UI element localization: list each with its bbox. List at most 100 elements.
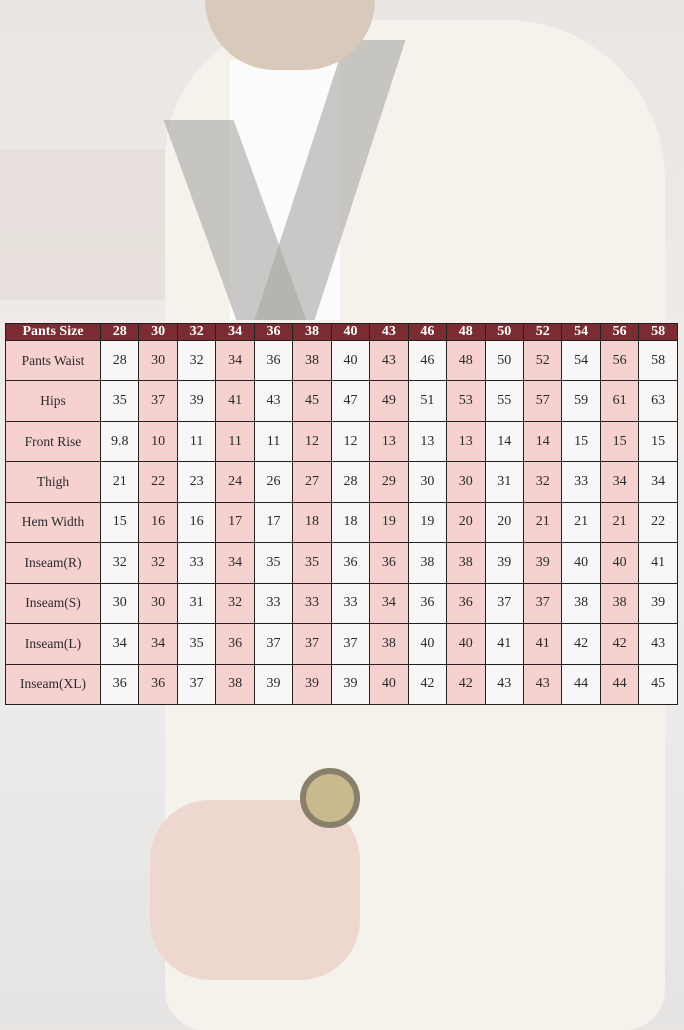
table-cell: 30 xyxy=(407,461,448,503)
table-cell: 18 xyxy=(292,501,332,544)
table-cell: 38 xyxy=(215,663,255,705)
size-header: 48 xyxy=(446,323,486,341)
table-cell: 33 xyxy=(561,461,601,503)
row-label: Hem Width xyxy=(5,501,101,544)
table-cell: 40 xyxy=(561,542,601,584)
table-cell: 34 xyxy=(369,582,409,625)
table-cell: 37 xyxy=(176,663,217,705)
table-cell: 18 xyxy=(330,501,371,544)
table-cell: 17 xyxy=(215,501,255,544)
table-cell: 32 xyxy=(522,461,563,503)
row-label: Thigh xyxy=(5,461,101,503)
table-cell: 24 xyxy=(215,461,255,503)
table-cell: 39 xyxy=(253,663,294,705)
table-cell: 35 xyxy=(99,380,140,422)
table-cell: 10 xyxy=(138,420,178,463)
table-cell: 21 xyxy=(522,501,563,544)
size-header: 50 xyxy=(484,323,524,341)
table-cell: 34 xyxy=(138,623,178,665)
table-cell: 11 xyxy=(215,420,255,463)
table-cell: 45 xyxy=(638,663,678,705)
table-cell: 41 xyxy=(638,542,678,584)
row-label: Hips xyxy=(5,380,101,422)
table-cell: 39 xyxy=(522,542,563,584)
table-cell: 51 xyxy=(407,380,448,422)
row-label: Inseam(R) xyxy=(5,542,101,584)
table-cell: 37 xyxy=(253,623,294,665)
table-cell: 9.8 xyxy=(99,420,140,463)
table-cell: 30 xyxy=(138,339,178,382)
table-cell: 40 xyxy=(407,623,448,665)
table-cell: 19 xyxy=(369,501,409,544)
table-cell: 38 xyxy=(369,623,409,665)
size-table: Pants Size 28 30 32 34 36 38 40 43 46 48 50 52 54 56 5… xyxy=(5,323,678,705)
table-cell: 45 xyxy=(292,380,332,422)
table-cell: 43 xyxy=(638,623,678,665)
table-cell: 34 xyxy=(638,461,678,503)
table-cell: 61 xyxy=(599,380,640,422)
table-cell: 31 xyxy=(484,461,524,503)
table-cell: 57 xyxy=(522,380,563,422)
row-label: Inseam(L) xyxy=(5,623,101,665)
size-header: 56 xyxy=(599,323,640,341)
header-row: Pants Size 28 30 32 34 36 38 40 43 46 48 50 52 54 56 5… xyxy=(5,323,678,341)
table-cell: 38 xyxy=(561,582,601,625)
table-cell: 11 xyxy=(253,420,294,463)
table-cell: 37 xyxy=(138,380,178,422)
row-label: Inseam(XL) xyxy=(5,663,101,705)
table-cell: 21 xyxy=(561,501,601,544)
table-cell: 39 xyxy=(484,542,524,584)
table-cell: 36 xyxy=(253,339,294,382)
table-cell: 34 xyxy=(215,339,255,382)
table-cell: 22 xyxy=(138,461,178,503)
table-row: Hem Width 15 16 16 17 17 18 18 19 19 20 20 21 21 21 22 xyxy=(5,501,678,544)
table-cell: 23 xyxy=(176,461,217,503)
table-cell: 40 xyxy=(369,663,409,705)
table-cell: 33 xyxy=(176,542,217,584)
table-cell: 32 xyxy=(176,339,217,382)
table-cell: 21 xyxy=(599,501,640,544)
table-cell: 39 xyxy=(638,582,678,625)
size-header: 43 xyxy=(369,323,409,341)
table-cell: 17 xyxy=(253,501,294,544)
table-cell: 32 xyxy=(99,542,140,584)
table-cell: 33 xyxy=(253,582,294,625)
row-label: Pants Waist xyxy=(5,339,101,382)
table-cell: 30 xyxy=(99,582,140,625)
table-cell: 20 xyxy=(446,501,486,544)
table-cell: 37 xyxy=(330,623,371,665)
table-cell: 19 xyxy=(407,501,448,544)
table-cell: 37 xyxy=(522,582,563,625)
table-cell: 30 xyxy=(446,461,486,503)
table-cell: 48 xyxy=(446,339,486,382)
table-row: Inseam(R) 32 32 33 34 35 35 36 36 38 38 39 39 40 40 41 xyxy=(5,542,678,584)
table-cell: 36 xyxy=(99,663,140,705)
table-cell: 36 xyxy=(407,582,448,625)
table-cell: 58 xyxy=(638,339,678,382)
table-cell: 55 xyxy=(484,380,524,422)
table-cell: 31 xyxy=(176,582,217,625)
table-cell: 14 xyxy=(522,420,563,463)
table-cell: 41 xyxy=(215,380,255,422)
table-cell: 56 xyxy=(599,339,640,382)
table-row: Inseam(L) 34 34 35 36 37 37 37 38 40 40 41 41 42 42 43 xyxy=(5,623,678,665)
size-header: 46 xyxy=(407,323,448,341)
table-cell: 13 xyxy=(407,420,448,463)
size-header: 34 xyxy=(215,323,255,341)
table-cell: 39 xyxy=(330,663,371,705)
table-cell: 11 xyxy=(176,420,217,463)
table-cell: 41 xyxy=(484,623,524,665)
table-cell: 32 xyxy=(215,582,255,625)
size-header: 28 xyxy=(99,323,140,341)
table-cell: 15 xyxy=(638,420,678,463)
table-cell: 36 xyxy=(330,542,371,584)
table-cell: 38 xyxy=(599,582,640,625)
size-header: 52 xyxy=(522,323,563,341)
size-header: 58 xyxy=(638,323,678,341)
table-row: Front Rise 9.8 10 11 11 11 12 12 13 13 13 14 14 15 15 1… xyxy=(5,420,678,463)
table-cell: 47 xyxy=(330,380,371,422)
table-cell: 36 xyxy=(446,582,486,625)
table-cell: 38 xyxy=(446,542,486,584)
size-header: 38 xyxy=(292,323,332,341)
table-cell: 42 xyxy=(599,623,640,665)
